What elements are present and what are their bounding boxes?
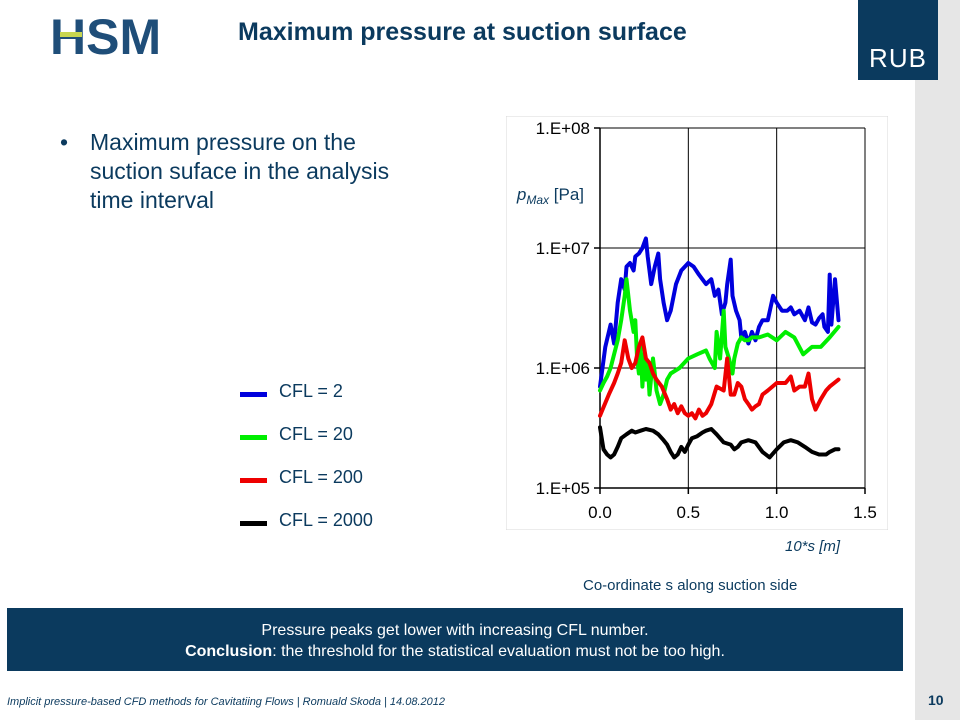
conclusion-line-2: Conclusion: the threshold for the statis…	[7, 641, 903, 662]
conclusion-label: Conclusion	[185, 643, 273, 660]
slide-title: Maximum pressure at suction surface	[238, 18, 687, 46]
legend-swatch	[240, 435, 267, 440]
y-tick-label: 1.E+06	[536, 359, 590, 378]
y-tick-label: 1.E+05	[536, 479, 590, 498]
hsm-logo: HSM	[48, 12, 172, 60]
legend-label: CFL = 2	[279, 381, 343, 401]
legend-swatch	[240, 392, 267, 397]
legend-swatch	[240, 478, 267, 483]
right-side-strip	[915, 0, 960, 720]
bullet-dot-icon: •	[60, 129, 69, 155]
bullet-text: Maximum pressure on the suction suface i…	[90, 129, 390, 213]
legend-label: CFL = 20	[279, 424, 353, 444]
y-axis-label: pMax [Pa]	[516, 185, 584, 207]
rub-logo-text: RUB	[869, 43, 927, 73]
x-axis-unit: 10*s [m]	[785, 538, 841, 555]
series-line	[598, 236, 841, 389]
pressure-chart: 1.E+05 1.E+06 1.E+07 1.E+08 0.0 0.5 1.0 1.5 pMax…	[506, 116, 888, 530]
x-axis-caption: Co-ordinate s along suction side	[583, 577, 798, 594]
x-tick-label: 0.5	[677, 503, 701, 522]
page-number: 10	[928, 692, 944, 708]
legend-label: CFL = 2000	[279, 510, 373, 530]
legend-label: CFL = 200	[279, 467, 363, 487]
x-tick-label: 1.5	[853, 503, 877, 522]
y-tick-label: 1.E+08	[536, 119, 590, 138]
conclusion-line-1: Pressure peaks get lower with increasing…	[261, 622, 649, 639]
bullet-point: • Maximum pressure on the suction suface…	[60, 128, 422, 215]
conclusion-text: : the threshold for the statistical eval…	[272, 643, 725, 660]
x-tick-label: 1.0	[765, 503, 789, 522]
series-line	[598, 277, 841, 407]
rub-logo: RUB	[858, 0, 938, 80]
series-line	[598, 335, 841, 421]
y-tick-label: 1.E+07	[536, 239, 590, 258]
legend-swatch	[240, 521, 267, 526]
footer-text: Implicit pressure-based CFD methods for …	[7, 696, 445, 708]
conclusion-box: Pressure peaks get lower with increasing…	[7, 608, 903, 671]
x-tick-label: 0.0	[588, 503, 612, 522]
series-line	[598, 425, 841, 460]
